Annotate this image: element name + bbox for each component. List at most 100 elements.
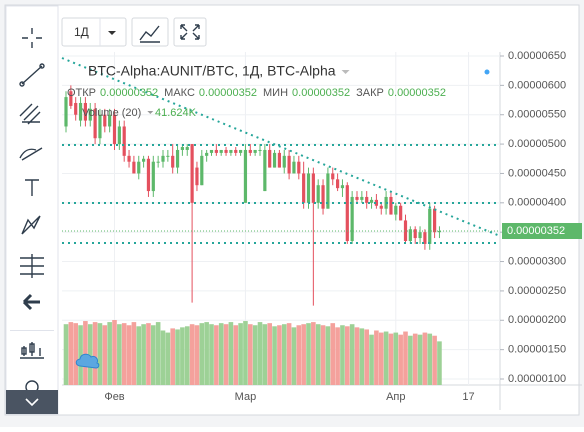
overlay	[61, 57, 501, 369]
chart-style-tool[interactable]	[20, 342, 44, 359]
interval-button[interactable]	[61, 17, 127, 47]
volume-bar	[364, 329, 369, 385]
volume-bar	[199, 323, 205, 385]
volume-bar	[335, 327, 340, 385]
candle-body	[64, 97, 68, 127]
volume-bar	[63, 324, 69, 385]
volume-bar	[398, 334, 403, 385]
candle-body	[374, 199, 378, 206]
candle-body	[326, 173, 330, 209]
trend-line[interactable]	[61, 57, 501, 237]
candle-body	[224, 149, 228, 153]
y-tick-label: 0.00000200	[508, 314, 566, 326]
y-tick-label: 0.00000400	[508, 197, 566, 209]
volume-bar	[369, 334, 374, 385]
volume-bar	[248, 324, 253, 385]
volume-bar	[175, 329, 180, 385]
volume-bar	[311, 322, 316, 385]
candle-body	[365, 196, 369, 203]
collapse-button[interactable]	[6, 390, 58, 414]
x-tick-label: Фев	[104, 391, 124, 403]
volume-legend-caret	[147, 111, 154, 114]
volume-bar	[296, 325, 302, 385]
horizontal-lines[interactable]	[62, 144, 500, 244]
measure-tool[interactable]	[20, 254, 44, 278]
volume-bar	[121, 323, 127, 385]
candle-body	[103, 114, 107, 127]
candle-body	[180, 147, 184, 150]
candle-body	[127, 155, 131, 162]
volume-bar	[194, 325, 200, 385]
x-tick-label: Мар	[235, 391, 257, 403]
candle-body	[277, 152, 281, 168]
candle-body	[83, 102, 87, 121]
legend-value: 0.00000352	[199, 87, 257, 99]
volume-bar	[180, 327, 185, 385]
candle-body	[195, 167, 199, 186]
volume-bar	[252, 325, 258, 385]
candle-body	[268, 149, 272, 168]
candle-body	[78, 102, 83, 121]
volume-bar	[301, 324, 306, 385]
candle-body	[399, 205, 403, 221]
candle-body	[253, 149, 257, 153]
volume-bar	[374, 330, 379, 385]
volume-bar	[228, 322, 234, 385]
candle-body	[258, 149, 262, 151]
candle-body	[175, 149, 180, 168]
volume-bar	[223, 324, 229, 385]
candle-body	[316, 185, 320, 203]
candle-body	[243, 149, 248, 203]
candle-body	[229, 149, 233, 153]
fullscreen-button[interactable]	[173, 17, 207, 47]
volume-bar	[393, 332, 399, 385]
volume-bar	[388, 333, 394, 385]
candle-body	[137, 161, 141, 174]
volume-bar	[427, 333, 433, 385]
candle-body	[389, 196, 393, 215]
candle-body	[234, 149, 238, 153]
crosshair-tool[interactable]	[22, 28, 42, 48]
volume-bar	[432, 335, 437, 385]
x-tick-label: 17	[462, 391, 474, 403]
candle-body	[214, 149, 218, 153]
candle-body	[311, 173, 315, 203]
y-tick-label: 0.00000100	[508, 373, 566, 385]
pattern-tool[interactable]	[21, 215, 41, 235]
candle-body	[340, 185, 345, 189]
candle-body	[74, 102, 78, 115]
candle-body	[142, 158, 146, 162]
candle-body	[190, 144, 194, 203]
volume-bar	[272, 326, 277, 385]
fib-tool[interactable]	[19, 103, 41, 125]
candle-body	[156, 161, 160, 163]
candle-body	[287, 155, 291, 174]
candle-body	[122, 126, 126, 156]
candle-body	[88, 108, 92, 121]
candle-body	[345, 185, 349, 241]
volume-bar	[412, 333, 418, 385]
candle-body	[394, 205, 398, 215]
brush-tool[interactable]	[19, 147, 43, 161]
y-tick-label: 0.00000600	[508, 79, 566, 91]
candle-body	[292, 161, 296, 174]
volume-bar	[291, 327, 297, 385]
candle-body	[248, 149, 252, 153]
candle-body	[297, 161, 301, 174]
volume-bar	[383, 331, 389, 385]
y-tick-label: 0.00000650	[508, 50, 566, 62]
volume-bar	[151, 325, 156, 385]
volume-bar	[257, 322, 263, 385]
volume-bar	[354, 327, 360, 385]
legend-value: 0.00000352	[100, 87, 158, 99]
volume-bar	[281, 324, 287, 385]
remove-tool[interactable]	[22, 293, 40, 311]
text-tool[interactable]	[25, 179, 39, 196]
line-tool[interactable]	[19, 63, 45, 87]
volume-bar	[136, 326, 142, 385]
candle-body	[403, 220, 408, 241]
legend-name: ЗАКР	[356, 87, 384, 99]
status-dot	[484, 69, 490, 75]
cloud-icon	[75, 353, 100, 369]
volume-bar	[315, 324, 321, 385]
